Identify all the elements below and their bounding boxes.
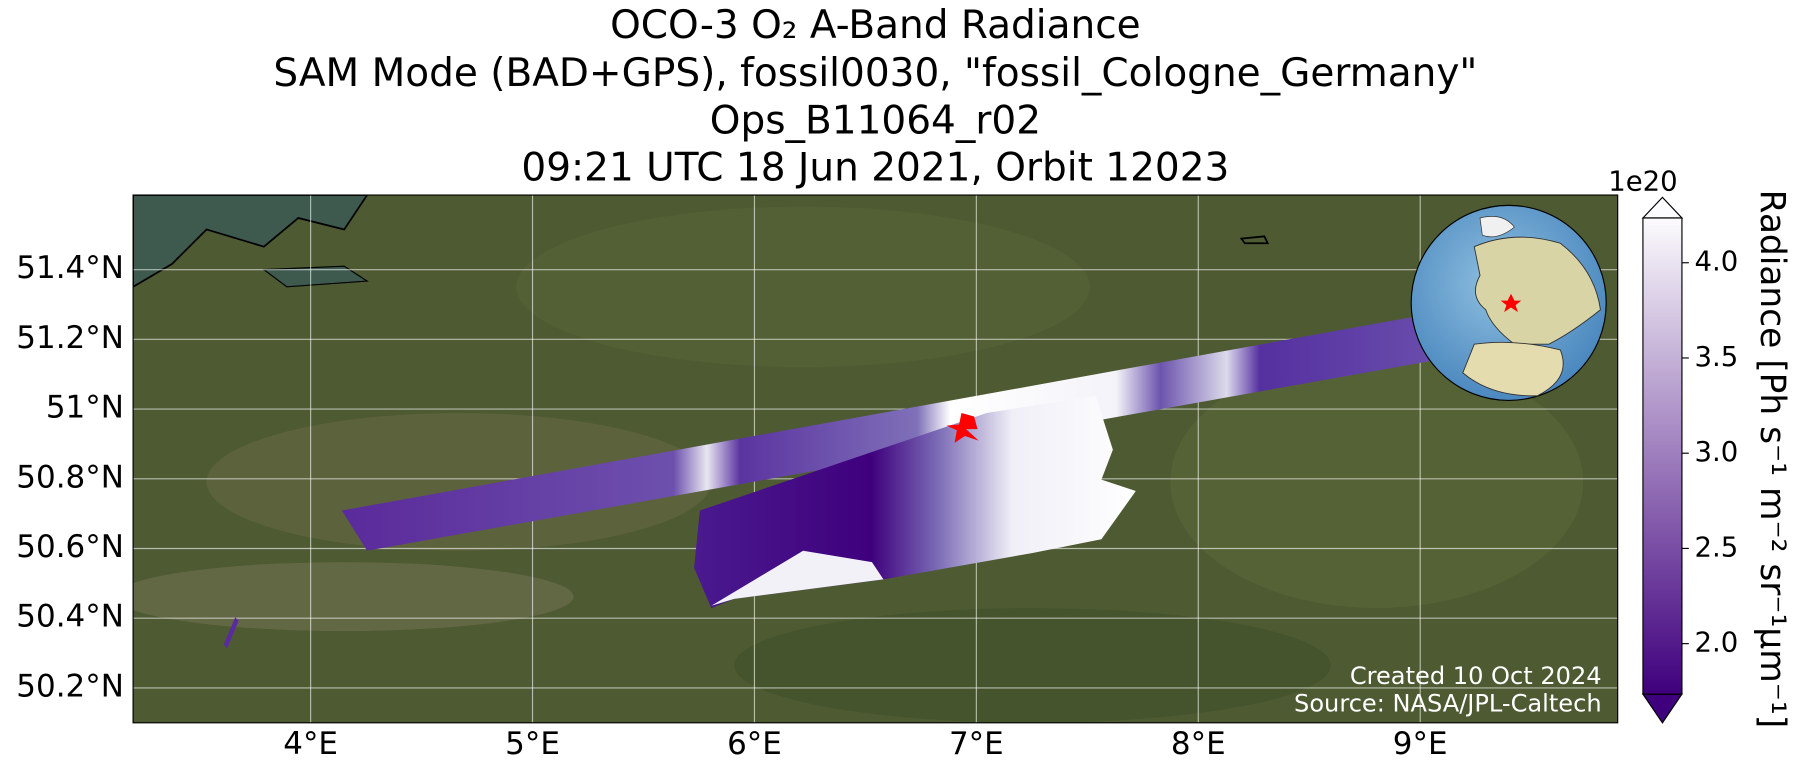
globe-ice	[1479, 216, 1515, 238]
x-tick-label: 8°E	[1171, 726, 1226, 762]
colorbar-tick-label: 2.5	[1695, 531, 1739, 563]
annotation: Source: NASA/JPL-Caltech	[1294, 689, 1602, 717]
y-tick-label: 50.8°N	[16, 459, 124, 495]
annotation: Created 10 Oct 2024	[1350, 662, 1602, 690]
y-tick-label: 50.4°N	[16, 599, 124, 635]
imagery-patch	[516, 206, 1090, 368]
target-star	[946, 413, 979, 443]
colorbar-tick-label: 3.0	[1695, 436, 1739, 468]
globe-land	[1462, 341, 1564, 397]
colorbar: 1e20 Radiance [Ph s⁻¹ m⁻² sr⁻¹μm⁻¹] 2.0 2…	[1608, 165, 1792, 728]
swath	[223, 617, 239, 649]
colorbar-offset: 1e20	[1608, 165, 1677, 197]
swath	[711, 550, 884, 606]
plot-root: OCO-3 O₂ A-Band Radiance 1e20 Radiance […	[16, 3, 1791, 762]
colorbar-bar	[1642, 217, 1683, 695]
x-tick-label: 7°E	[949, 726, 1004, 762]
coastline	[262, 265, 369, 288]
x-tick-label: 5°E	[505, 726, 560, 762]
y-tick-label: 51.2°N	[16, 320, 124, 356]
subtitle: Ops_B11064_r02	[710, 98, 1041, 143]
imagery-patch	[1170, 355, 1584, 609]
basemap	[133, 195, 1618, 723]
imagery-patch	[734, 608, 1331, 723]
globe-star	[1500, 293, 1522, 313]
colorbar-tick-label: 4.0	[1695, 246, 1739, 278]
x-tick-label: 4°E	[283, 726, 338, 762]
imagery-patch	[206, 413, 712, 551]
map-frame	[132, 194, 1619, 724]
title: OCO-3 O₂ A-Band Radiance	[610, 3, 1141, 48]
colorbar-label: Radiance [Ph s⁻¹ m⁻² sr⁻¹μm⁻¹]	[1752, 190, 1792, 729]
y-tick-label: 51°N	[46, 390, 124, 426]
y-tick-label: 50.2°N	[16, 668, 124, 704]
colorbar-tick-label: 3.5	[1695, 341, 1739, 373]
coastline	[133, 195, 369, 288]
lake	[1239, 235, 1270, 245]
subtitle: SAM Mode (BAD+GPS), fossil0030, "fossil_…	[273, 51, 1477, 96]
globe-land	[1473, 236, 1601, 345]
colorbar-extend	[1641, 693, 1684, 724]
inset-globe	[1410, 204, 1607, 401]
colorbar-tick-label: 2.0	[1695, 627, 1739, 659]
x-tick-label: 9°E	[1393, 726, 1448, 762]
x-tick-label: 6°E	[727, 726, 782, 762]
imagery-patch	[133, 562, 574, 632]
subtitle: 09:21 UTC 18 Jun 2021, Orbit 12023	[521, 145, 1229, 190]
y-tick-label: 51.4°N	[16, 250, 124, 286]
swath	[341, 312, 1448, 551]
y-tick-label: 50.6°N	[16, 529, 124, 565]
grid	[133, 195, 1618, 723]
colorbar-extend	[1641, 196, 1684, 219]
